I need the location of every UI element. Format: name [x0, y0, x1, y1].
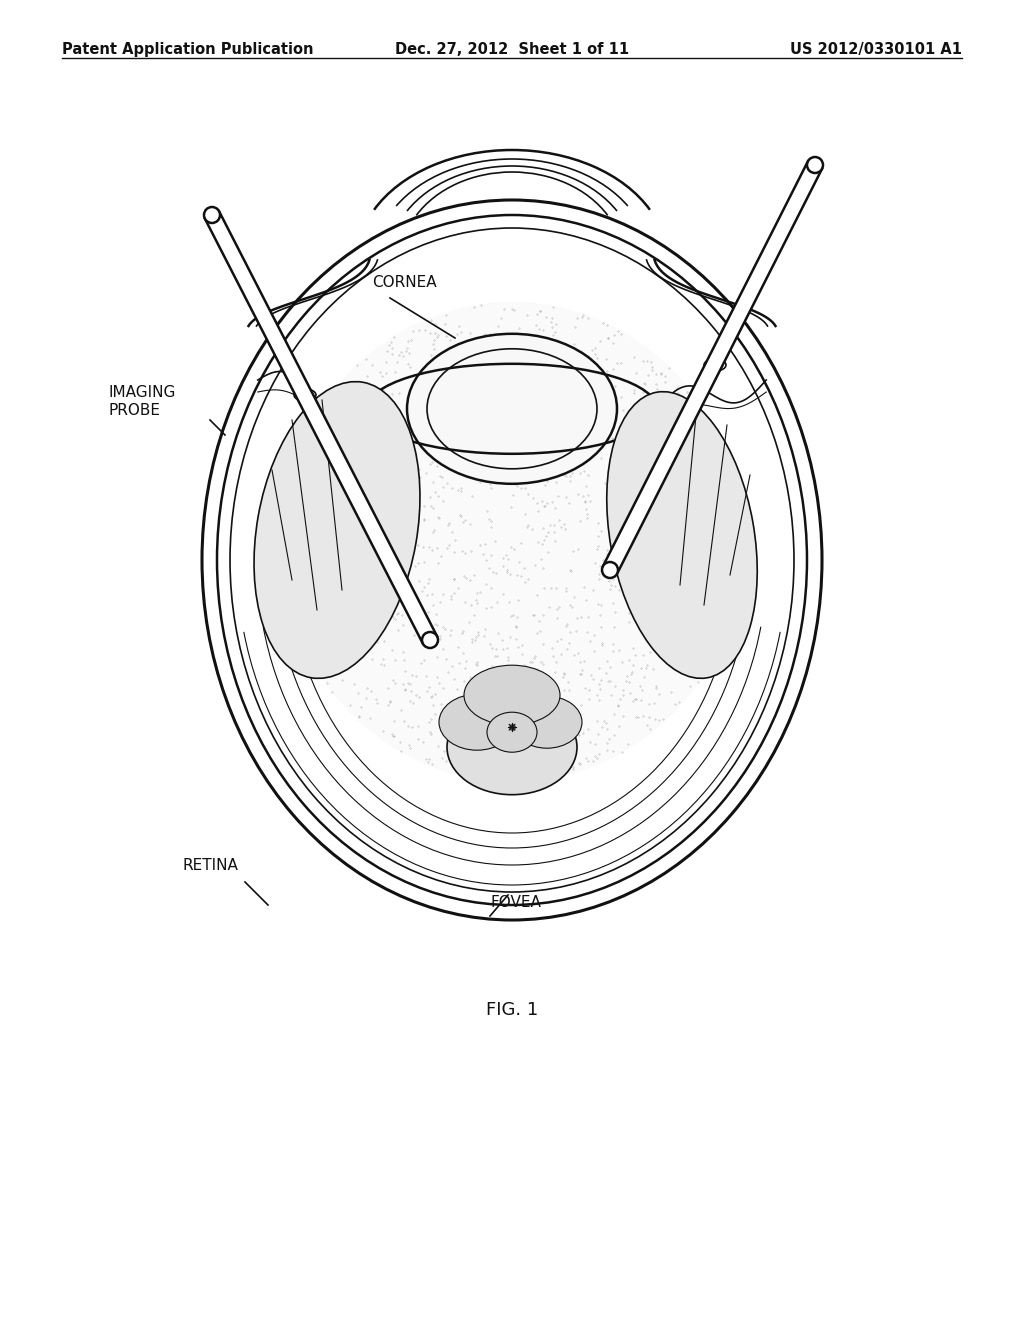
Polygon shape	[205, 211, 437, 644]
Ellipse shape	[294, 389, 316, 401]
Text: PROBE: PROBE	[108, 403, 160, 418]
Text: US 2012/0330101 A1: US 2012/0330101 A1	[790, 42, 962, 57]
Text: IMAGING: IMAGING	[108, 385, 175, 400]
Polygon shape	[603, 161, 822, 574]
Ellipse shape	[254, 381, 420, 678]
Text: FOVEA: FOVEA	[490, 895, 541, 909]
Ellipse shape	[607, 392, 757, 678]
Text: Patent Application Publication: Patent Application Publication	[62, 42, 313, 57]
Ellipse shape	[439, 694, 515, 750]
Ellipse shape	[447, 700, 577, 795]
Circle shape	[807, 157, 823, 173]
Circle shape	[422, 632, 438, 648]
Ellipse shape	[464, 665, 560, 725]
Ellipse shape	[705, 359, 726, 371]
Circle shape	[204, 207, 220, 223]
Ellipse shape	[487, 713, 537, 752]
Text: FIG. 1: FIG. 1	[485, 1001, 539, 1019]
Ellipse shape	[407, 334, 617, 484]
Text: RETINA: RETINA	[183, 858, 239, 873]
Ellipse shape	[282, 302, 742, 781]
Circle shape	[602, 562, 618, 578]
Ellipse shape	[512, 696, 582, 748]
Text: CORNEA: CORNEA	[372, 275, 436, 290]
Text: Dec. 27, 2012  Sheet 1 of 11: Dec. 27, 2012 Sheet 1 of 11	[395, 42, 629, 57]
